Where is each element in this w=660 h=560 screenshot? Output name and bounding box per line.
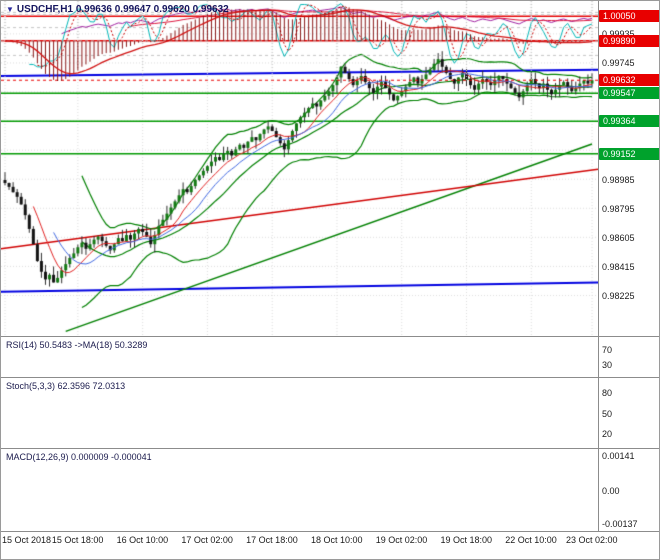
panel-separator[interactable] [1,377,659,378]
stoch-panel-label: Stoch(5,3,3) 62.3596 72.0313 [6,381,126,391]
stoch-axis-label: 20 [602,428,613,439]
panel-separator[interactable] [1,336,659,337]
time-axis-label: 19 Oct 02:00 [375,535,428,545]
price-level-badge: 0.99547 [599,87,659,100]
time-axis-label: 15 Oct 18:00 [51,535,104,545]
price-level-badge: 1.00050 [599,10,659,23]
price-axis-label: 0.98605 [602,232,635,243]
time-axis-label: 18 Oct 10:00 [310,535,363,545]
time-axis-label: 22 Oct 10:00 [505,535,557,545]
price-level-badge: 0.99632 [599,74,659,87]
chart-title: ▼ USDCHF,H1 0.99636 0.99647 0.99620 0.99… [6,4,229,15]
time-axis-label: 17 Oct 18:00 [246,535,298,545]
macd-panel-chart[interactable] [1,1,598,81]
macd-axis-label: -0.00137 [602,518,638,529]
panel-separator [1,531,659,532]
macd-panel-label: MACD(12,26,9) 0.000009 -0.000041 [6,452,152,462]
symbol-quote-label: USDCHF,H1 0.99636 0.99647 0.99620 0.9963… [16,4,229,15]
price-axis-label: 0.99745 [602,58,635,69]
panel-separator[interactable] [1,448,659,449]
rsi-axis-label: 70 [602,344,613,355]
price-level-badge: 0.99152 [599,147,659,160]
rsi-panel-label: RSI(14) 50.5483 ->MA(18) 50.3289 [6,340,148,350]
price-axis-label: 0.98795 [602,203,635,214]
price-axis-label: 0.98225 [602,290,635,301]
time-axis-label: 17 Oct 02:00 [181,535,233,545]
rsi-axis-label: 30 [602,360,613,371]
macd-axis-label: 0.00 [602,485,620,496]
stoch-axis-label: 50 [602,408,613,419]
price-axis-label: 0.99935 [602,29,635,39]
price-axis-label: 0.98415 [602,261,635,272]
price-level-badge: 0.99890 [599,34,659,47]
price-level-badge: 0.99364 [599,115,659,128]
time-axis-label: 16 Oct 10:00 [116,535,169,545]
price-axis-separator [598,1,599,531]
symbol-dropdown-icon[interactable]: ▼ [6,5,14,14]
stoch-axis-label: 80 [602,388,613,399]
price-axis-label: 0.98985 [602,174,635,185]
time-axis-label: 15 Oct 2018 [2,535,52,545]
time-axis-label: 23 Oct 02:00 [566,535,618,545]
time-axis-label: 19 Oct 18:00 [440,535,493,545]
macd-axis-label: 0.00141 [602,451,635,462]
